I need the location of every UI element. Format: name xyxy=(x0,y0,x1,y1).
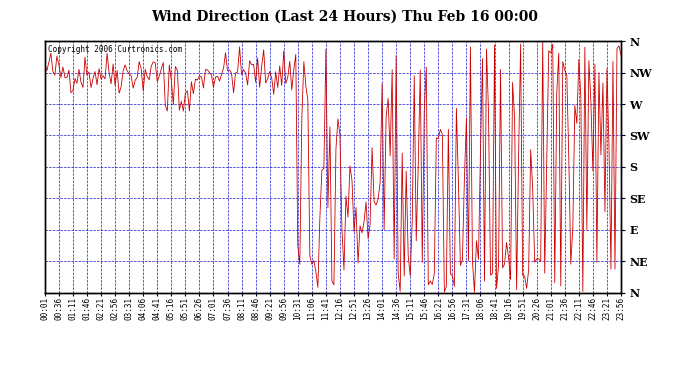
Text: Copyright 2006 Curtronics.com: Copyright 2006 Curtronics.com xyxy=(48,45,182,54)
Text: Wind Direction (Last 24 Hours) Thu Feb 16 00:00: Wind Direction (Last 24 Hours) Thu Feb 1… xyxy=(152,9,538,23)
